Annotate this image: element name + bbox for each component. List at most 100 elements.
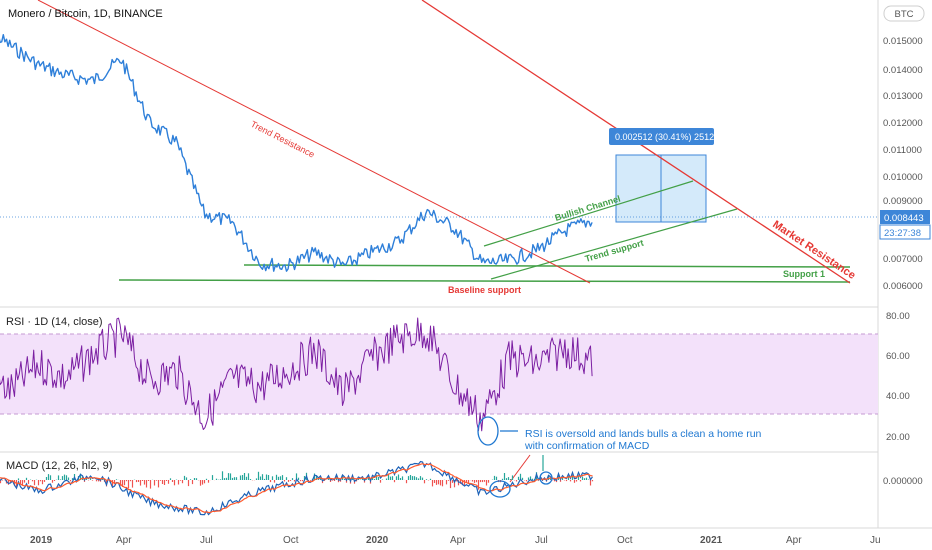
macd-histogram-bar bbox=[321, 480, 324, 484]
baseline-support-line bbox=[118, 279, 851, 283]
macd-confirm-circle[interactable] bbox=[539, 471, 553, 485]
macd-histogram-bar bbox=[139, 480, 142, 486]
macd-histogram-bar bbox=[215, 478, 218, 480]
macd-histogram-bar bbox=[47, 474, 50, 480]
trend-resistance-line bbox=[37, 0, 591, 284]
macd-histogram-bar bbox=[159, 480, 162, 481]
macd-histogram-bar bbox=[365, 479, 368, 480]
macd-histogram-bar bbox=[525, 480, 528, 482]
macd-histogram-bar bbox=[269, 480, 272, 483]
macd-histogram-bar bbox=[439, 480, 442, 486]
macd-histogram-bar bbox=[479, 480, 482, 483]
macd-histogram-bar bbox=[277, 476, 280, 480]
price-tick: 0.011000 bbox=[883, 145, 922, 156]
macd-histogram-bar bbox=[27, 480, 30, 484]
macd-histogram-bar bbox=[373, 479, 376, 480]
panel-separators bbox=[0, 0, 932, 529]
macd-histogram-bar bbox=[285, 477, 288, 480]
macd-histogram-bar bbox=[559, 480, 562, 482]
macd-histogram-bar bbox=[71, 478, 74, 480]
macd-histogram-bar bbox=[243, 473, 246, 480]
macd-histogram-bar bbox=[401, 476, 404, 480]
macd-histogram-bar bbox=[579, 480, 582, 482]
macd-histogram-bar bbox=[447, 480, 450, 481]
macd-histogram-bar bbox=[63, 474, 66, 480]
time-label: Ju bbox=[870, 535, 881, 546]
macd-histogram-bar bbox=[385, 478, 388, 480]
time-label: Apr bbox=[450, 535, 466, 546]
macd-histogram-bar bbox=[581, 476, 584, 480]
macd-cross-circle[interactable] bbox=[489, 480, 511, 498]
macd-histogram-bar bbox=[95, 480, 98, 482]
macd-histogram-bar bbox=[199, 480, 202, 486]
trend-support-label: Trend support bbox=[584, 238, 645, 264]
macd-histogram-bar bbox=[185, 477, 188, 480]
macd-histogram-bar bbox=[193, 478, 196, 480]
macd-histogram-bar bbox=[167, 480, 170, 484]
macd-histogram-bar bbox=[153, 480, 156, 486]
macd-histogram-bar bbox=[421, 477, 424, 480]
macd-histogram-bar bbox=[121, 480, 124, 487]
macd-histogram-bar bbox=[271, 476, 274, 480]
macd-histogram-bar bbox=[527, 477, 530, 480]
macd-histogram-bar bbox=[177, 480, 180, 485]
macd-histogram-bar bbox=[347, 477, 350, 480]
macd-histogram-bar bbox=[267, 475, 270, 480]
macd-histogram-bar bbox=[21, 480, 24, 486]
currency-badge[interactable] bbox=[883, 5, 925, 22]
macd-histogram-bar bbox=[407, 476, 410, 480]
bullish-channel-top bbox=[483, 180, 694, 247]
macd-histogram-bar bbox=[191, 480, 194, 485]
macd-histogram-bar bbox=[41, 480, 44, 485]
rsi-oversold-circle[interactable] bbox=[477, 416, 499, 446]
macd-histogram-bar bbox=[261, 474, 264, 480]
trend-support-line bbox=[490, 208, 738, 280]
support-lines[interactable] bbox=[118, 180, 851, 283]
macd-histogram-bar bbox=[481, 480, 484, 483]
rsi-series-line bbox=[0, 317, 593, 432]
macd-histogram-bar bbox=[501, 478, 504, 480]
macd-histogram-bar bbox=[567, 476, 570, 480]
macd-histogram-bar bbox=[221, 471, 224, 480]
macd-histogram-bar bbox=[179, 480, 182, 481]
macd-histogram-bar bbox=[57, 475, 60, 480]
macd-histogram-bar bbox=[415, 477, 418, 480]
macd-histogram-bar bbox=[529, 476, 532, 480]
macd-histogram-bar bbox=[553, 480, 556, 482]
macd-histogram-bar bbox=[51, 480, 54, 483]
macd-histogram-bar bbox=[467, 480, 470, 484]
macd-histogram-bar bbox=[23, 480, 26, 483]
macd-histogram-bar bbox=[565, 480, 568, 482]
macd-histogram-bar bbox=[195, 478, 198, 480]
chart-title: Monero / Bitcoin, 1D, BINANCE bbox=[8, 8, 163, 20]
macd-histogram-bar bbox=[361, 478, 364, 480]
macd-histogram-bar bbox=[67, 477, 70, 480]
macd-histogram-bar bbox=[227, 473, 230, 480]
macd-histogram-bar bbox=[355, 480, 358, 482]
macd-histogram-bar bbox=[99, 480, 102, 482]
macd-histogram-bar bbox=[163, 480, 166, 485]
price-tick: 0.009000 bbox=[883, 196, 923, 207]
macd-panel-title: MACD (12, 26, hl2, 9) bbox=[6, 460, 112, 472]
last-price-label: 0.008443 bbox=[884, 213, 924, 224]
macd-histogram-bar bbox=[223, 478, 226, 480]
macd-histogram-bar bbox=[49, 475, 52, 480]
macd-histogram-bar bbox=[381, 479, 384, 480]
macd-histogram-bar bbox=[433, 480, 436, 483]
baseline-support-label: Baseline support bbox=[448, 285, 521, 295]
macd-histogram-bar bbox=[127, 480, 130, 489]
rsi-tick: 60.00 bbox=[886, 351, 910, 362]
macd-histogram-bar bbox=[169, 478, 172, 480]
macd-histogram-bar bbox=[493, 475, 496, 480]
macd-histogram-bar bbox=[275, 474, 278, 480]
time-label: Jul bbox=[535, 535, 548, 546]
macd-histogram-bar bbox=[477, 480, 480, 490]
price-tick: 0.014000 bbox=[883, 65, 923, 76]
macd-histogram-bar bbox=[411, 476, 414, 480]
macd-histogram-bar bbox=[135, 480, 138, 483]
macd-histogram-bar bbox=[53, 480, 56, 481]
price-tick: 0.012000 bbox=[883, 118, 923, 129]
macd-histogram-bar bbox=[509, 479, 512, 480]
macd-histogram-bar bbox=[259, 476, 262, 480]
